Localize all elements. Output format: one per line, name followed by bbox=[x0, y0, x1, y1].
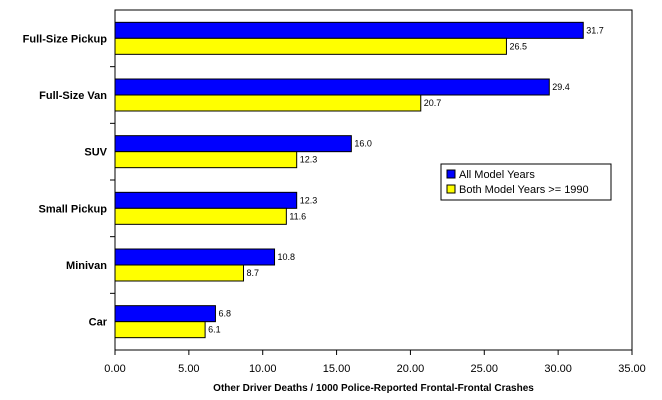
y-category-label: Full-Size Van bbox=[39, 90, 107, 102]
bar-value-label: 16.0 bbox=[354, 139, 372, 149]
bar-all-model-years bbox=[114, 21, 584, 39]
bar-both-model-years-1990 bbox=[114, 151, 298, 169]
bar-both-model-years-1990 bbox=[114, 207, 287, 225]
bar-value-label: 20.7 bbox=[424, 98, 442, 108]
legend-box bbox=[440, 163, 612, 201]
y-category-label: Minivan bbox=[66, 260, 107, 272]
bar-value-label: 26.5 bbox=[509, 41, 527, 51]
bar-all-model-years bbox=[114, 191, 298, 209]
bar-all-model-years bbox=[114, 248, 276, 266]
legend-label: All Model Years bbox=[459, 169, 535, 181]
x-tick-label: 0.00 bbox=[104, 363, 125, 375]
bar-both-model-years-1990 bbox=[114, 321, 206, 339]
x-tick-label: 25.00 bbox=[471, 363, 499, 375]
bar-value-label: 6.8 bbox=[218, 309, 231, 319]
bar-all-model-years bbox=[114, 305, 216, 323]
x-tick-label: 20.00 bbox=[397, 363, 425, 375]
x-tick-label: 15.00 bbox=[323, 363, 351, 375]
bar-value-label: 31.7 bbox=[586, 25, 604, 35]
y-category-label: SUV bbox=[84, 147, 107, 159]
bar-value-label: 6.1 bbox=[208, 325, 221, 335]
bar-value-label: 12.3 bbox=[300, 155, 318, 165]
bar-value-label: 29.4 bbox=[552, 82, 570, 92]
y-category-label: Full-Size Pickup bbox=[23, 33, 108, 45]
legend-swatch bbox=[446, 184, 456, 194]
bar-value-label: 11.6 bbox=[289, 211, 306, 221]
x-axis-title: Other Driver Deaths / 1000 Police-Report… bbox=[213, 383, 534, 394]
bar-value-label: 10.8 bbox=[278, 252, 296, 262]
bar-both-model-years-1990 bbox=[114, 94, 422, 112]
y-category-label: Car bbox=[89, 317, 108, 329]
bar-all-model-years bbox=[114, 78, 550, 96]
x-tick-label: 5.00 bbox=[178, 363, 199, 375]
bar-both-model-years-1990 bbox=[114, 264, 245, 282]
x-tick-label: 35.00 bbox=[618, 363, 646, 375]
bar-all-model-years bbox=[114, 135, 352, 153]
bar-both-model-years-1990 bbox=[114, 37, 507, 55]
x-tick-label: 10.00 bbox=[249, 363, 277, 375]
legend-swatch bbox=[446, 169, 456, 179]
x-tick-label: 30.00 bbox=[544, 363, 572, 375]
bar-value-label: 12.3 bbox=[300, 195, 318, 205]
legend-label: Both Model Years >= 1990 bbox=[459, 184, 589, 196]
y-category-label: Small Pickup bbox=[39, 203, 108, 215]
bar-value-label: 8.7 bbox=[247, 268, 260, 278]
